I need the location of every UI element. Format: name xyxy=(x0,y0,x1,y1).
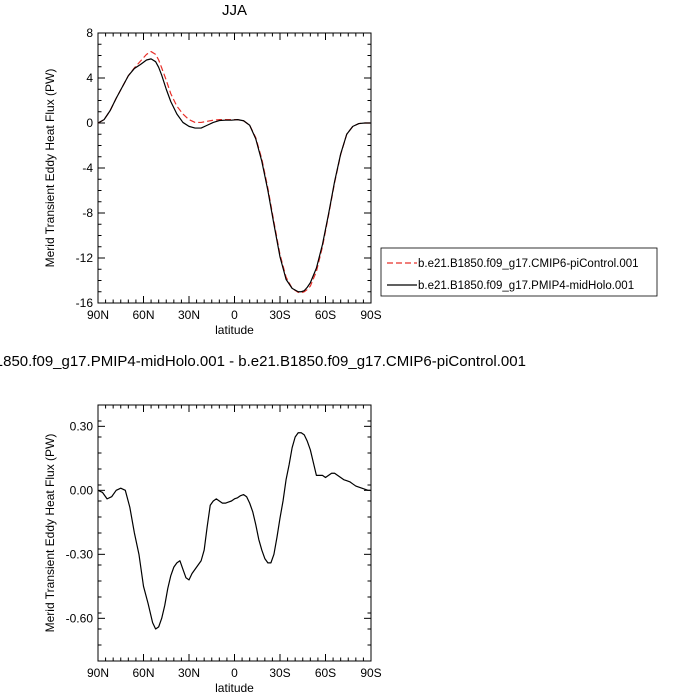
x-tick-label: 0 xyxy=(231,666,238,680)
y-tick-label: -16 xyxy=(76,296,94,310)
y-tick-label: -4 xyxy=(82,161,93,175)
x-tick-label: 90S xyxy=(360,308,381,322)
x-tick-label: 60N xyxy=(132,308,154,322)
y-tick-label: 0.30 xyxy=(70,419,94,433)
y-axis-label: Merid Transient Eddy Heat Flux (PW) xyxy=(43,434,57,633)
x-axis-label: latitude xyxy=(215,681,254,695)
series-line-0 xyxy=(97,432,371,630)
x-tick-label: 30N xyxy=(178,308,200,322)
x-tick-label: 90N xyxy=(87,666,109,680)
difference-chart: b.e21.B1850.f09_g17.PMIP4-midHolo.001 - … xyxy=(0,353,526,695)
y-tick-label: 4 xyxy=(86,71,93,85)
y-tick-label: -0.60 xyxy=(66,611,94,625)
x-tick-label: 90N xyxy=(87,308,109,322)
y-tick-label: 0.00 xyxy=(70,483,94,497)
plot-frame xyxy=(97,32,372,304)
chart-title: b.e21.B1850.f09_g17.PMIP4-midHolo.001 - … xyxy=(0,353,526,370)
x-tick-label: 0 xyxy=(231,308,238,322)
chart-title: JJA xyxy=(222,2,247,19)
x-tick-label: 60S xyxy=(315,308,336,322)
legend-box xyxy=(380,247,658,297)
y-tick-label: 0 xyxy=(86,116,93,130)
x-tick-label: 30S xyxy=(269,308,290,322)
x-tick-label: 60N xyxy=(132,666,154,680)
top-chart: JJA 90N 60N 30N 0 30S 60S 90S 8 4 0 -4 -8 -12 -16 latit… xyxy=(43,2,658,337)
x-tick-label: 30S xyxy=(269,666,290,680)
y-axis-label: Merid Transient Eddy Heat Flux (PW) xyxy=(43,69,57,268)
series-line-0 xyxy=(97,50,371,294)
legend-entry-0: b.e21.B1850.f09_g17.CMIP6-piControl.001 xyxy=(418,258,639,270)
y-tick-label: 8 xyxy=(86,26,93,40)
x-tick-label: 30N xyxy=(178,666,200,680)
legend-entry-1: b.e21.B1850.f09_g17.PMIP4-midHolo.001 xyxy=(418,280,634,292)
y-tick-label: -12 xyxy=(76,251,94,265)
x-axis-label: latitude xyxy=(215,323,254,337)
series-line-1 xyxy=(97,58,371,293)
plot-frame xyxy=(97,404,372,662)
x-tick-label: 90S xyxy=(360,666,381,680)
legend: b.e21.B1850.f09_g17.CMIP6-piControl.001b… xyxy=(380,247,658,297)
y-tick-label: -0.30 xyxy=(66,547,94,561)
y-tick-label: -8 xyxy=(82,206,93,220)
x-tick-label: 60S xyxy=(315,666,336,680)
